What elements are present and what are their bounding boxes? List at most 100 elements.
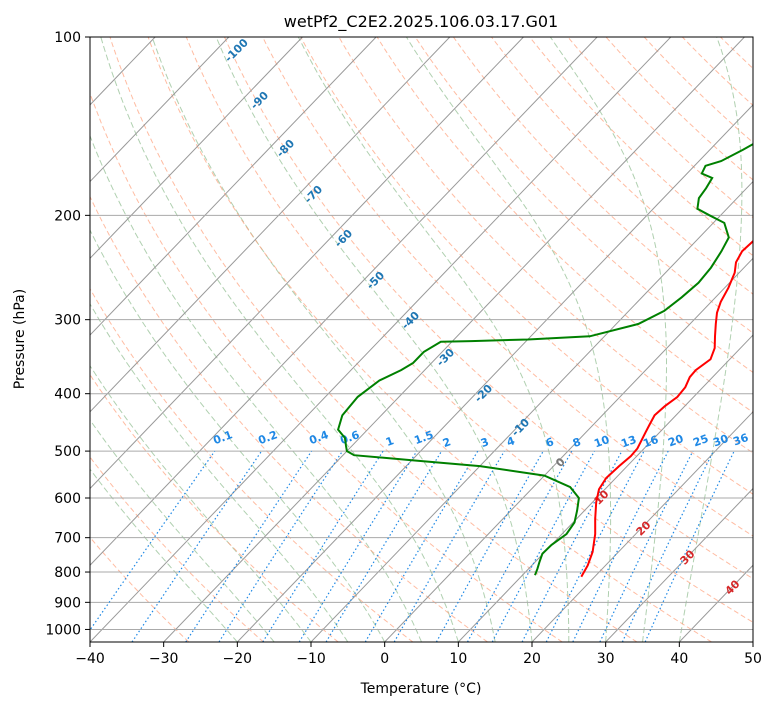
mixing-ratio-label: 36	[731, 431, 750, 449]
mixing-ratio-label: 25	[691, 432, 710, 449]
mixing-ratio-label: 20	[666, 432, 685, 450]
y-tick-label: 300	[54, 313, 81, 329]
mixing-ratio-line	[185, 450, 313, 642]
mixing-ratio-label: 1	[384, 434, 396, 449]
y-tick-label: 400	[54, 387, 81, 403]
x-tick-label: −10	[296, 651, 326, 667]
plot-area	[90, 37, 753, 642]
dry-adiabat-line	[224, 37, 753, 580]
mixing-ratio-line	[572, 450, 669, 642]
moist-adiabat-line	[90, 229, 386, 642]
dry-adiabat-line	[376, 37, 753, 413]
mixing-ratio-label: 30	[711, 432, 730, 450]
moist-adiabat-line	[151, 37, 496, 642]
y-tick-label: 600	[54, 491, 81, 507]
mixing-ratio-label: 2	[441, 435, 453, 450]
mixing-ratio-line	[298, 450, 418, 642]
dry-adiabat-line	[90, 456, 264, 642]
temperature-profile-line	[580, 239, 753, 578]
isotherm-line	[90, 37, 524, 490]
mixing-ratio-label: 0.1	[211, 428, 234, 447]
mixing-ratio-label: 0.2	[256, 428, 279, 447]
y-tick-label: 700	[54, 531, 81, 547]
x-tick-label: 40	[670, 651, 688, 667]
moist-adiabat-line	[90, 364, 312, 642]
mixing-ratio-line	[90, 450, 216, 632]
dry-adiabat-line	[529, 37, 753, 257]
mixing-ratio-label: 8	[571, 435, 583, 450]
moist-adiabat-line	[90, 419, 275, 642]
y-tick-label: 900	[54, 595, 81, 611]
moist-adiabat-line	[100, 37, 459, 642]
isotherm-line	[90, 37, 377, 336]
mixing-ratio-label: 1.5	[412, 428, 435, 447]
mixing-ratio-label: 13	[619, 433, 638, 450]
moist-adiabats	[90, 37, 743, 642]
x-tick-label: −40	[75, 651, 105, 667]
dry-adiabat-line	[262, 37, 753, 537]
dry-adiabat-line	[185, 37, 753, 623]
y-tick-label: 800	[54, 565, 81, 581]
mixing-ratio-line	[545, 450, 645, 642]
pressure-gridlines	[90, 37, 753, 630]
isotherm-line	[90, 37, 598, 566]
dewpoint-profile-line	[336, 142, 753, 576]
dry-adiabat-line	[90, 536, 190, 642]
profile-lines	[336, 142, 753, 578]
mixing-ratio-lines	[90, 450, 735, 642]
chart-title: wetPf2_C2E2.2025.106.03.17.G01	[284, 12, 558, 32]
isotherm-line	[605, 487, 753, 642]
x-tick-label: 30	[597, 651, 615, 667]
mixing-ratio-line	[131, 450, 263, 642]
mixing-ratio-line	[325, 450, 443, 642]
y-tick-label: 500	[54, 444, 81, 460]
y-tick-label: 1000	[45, 622, 81, 638]
x-tick-label: 0	[380, 651, 389, 667]
mixing-ratio-line	[491, 450, 596, 642]
dry-adiabat-line	[90, 195, 488, 642]
moist-adiabat-line	[405, 37, 612, 642]
x-axis-title: Temperature (°C)	[360, 681, 482, 697]
dry-adiabat-line	[605, 37, 753, 181]
dry-adiabat-line	[90, 287, 414, 642]
y-tick-label: 100	[54, 30, 81, 46]
mixing-ratio-label: 16	[641, 433, 660, 451]
x-tick-label: −30	[149, 651, 179, 667]
dry-adiabat-line	[90, 92, 563, 642]
mixing-ratio-line	[262, 450, 384, 642]
isotherm-line	[90, 37, 451, 413]
mixing-ratio-line	[466, 450, 573, 642]
isotherm-line	[90, 37, 303, 260]
mixing-ratio-label: 10	[592, 433, 611, 451]
mixing-ratio-label: 0.6	[338, 428, 361, 447]
x-tick-label: 10	[449, 651, 467, 667]
moist-adiabat-line	[90, 468, 238, 642]
mixing-ratio-labels: 0.1 0.2 0.4 0.6 1 1.5 2 3 4 6 8 10 13 16…	[211, 428, 750, 450]
isotherm-line	[531, 411, 753, 642]
moist-adiabat-line	[90, 303, 349, 642]
isotherm-line	[310, 180, 753, 642]
dry-adiabat-line	[414, 37, 753, 374]
moist-adiabat-line	[678, 37, 743, 642]
moist-adiabat-line	[297, 37, 570, 642]
x-tick-label: −20	[223, 651, 253, 667]
x-tick-label: 20	[523, 651, 541, 667]
moist-adiabat-line	[90, 134, 422, 642]
y-tick-label: 200	[54, 208, 81, 224]
mixing-ratio-label: 4	[505, 434, 517, 449]
x-axis: −40 −30 −20 −10 0 10 20 30 40 50	[75, 642, 762, 667]
mixing-ratio-label: 3	[479, 435, 491, 450]
y-axis: 100 200 300 400 500 600 700 800 900 1000	[45, 30, 90, 638]
isotherm-line	[90, 37, 672, 642]
mixing-ratio-label: 0.4	[307, 428, 330, 447]
background-lines	[90, 37, 753, 642]
mixing-ratio-label: 6	[544, 435, 556, 450]
moist-adiabat-line	[215, 37, 533, 642]
y-axis-title: Pressure (hPa)	[12, 289, 28, 389]
isotherm-line	[163, 37, 745, 642]
x-tick-label: 50	[744, 651, 762, 667]
mixing-ratio-line	[218, 450, 343, 642]
moist-adiabat-line	[549, 37, 667, 642]
mixing-ratio-line	[435, 450, 544, 642]
